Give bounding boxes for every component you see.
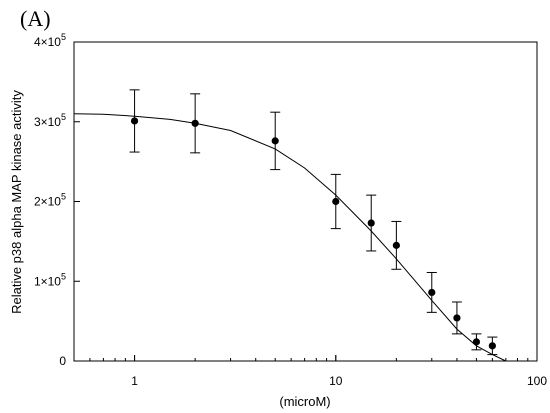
x-tick-label: 10 bbox=[329, 374, 343, 388]
plot-area bbox=[73, 41, 538, 362]
y-tick-label: 3×105 bbox=[34, 112, 66, 129]
y-axis-ticks: 0 1×105 2×105 3×105 4×105 bbox=[34, 32, 80, 368]
data-point bbox=[472, 338, 481, 346]
y-tick-label: 0 bbox=[59, 354, 66, 368]
plot-frame bbox=[73, 41, 538, 362]
data-point bbox=[428, 288, 436, 297]
data-point bbox=[392, 241, 400, 249]
x-axis-ticks: 1 10 100 bbox=[73, 355, 547, 388]
error-bars bbox=[129, 89, 498, 356]
x-axis-label: (microM) bbox=[279, 394, 330, 409]
y-tick-label: 1×105 bbox=[34, 271, 66, 288]
data-point bbox=[130, 117, 139, 125]
panel-label: (A) bbox=[20, 6, 51, 31]
data-point bbox=[488, 342, 496, 350]
x-tick-label: 1 bbox=[131, 374, 138, 388]
y-tick-label: 4×105 bbox=[34, 32, 66, 49]
y-axis-label: Relative p38 alpha MAP kinase activity bbox=[9, 90, 24, 314]
data-point bbox=[453, 314, 461, 322]
data-point bbox=[367, 219, 375, 227]
data-point bbox=[271, 137, 279, 145]
fit-curve-line bbox=[73, 113, 507, 362]
x-tick-label: 100 bbox=[527, 374, 547, 388]
data-point bbox=[332, 197, 340, 206]
data-points bbox=[130, 117, 496, 350]
y-tick-label: 2×105 bbox=[34, 192, 66, 209]
data-point bbox=[191, 119, 199, 127]
